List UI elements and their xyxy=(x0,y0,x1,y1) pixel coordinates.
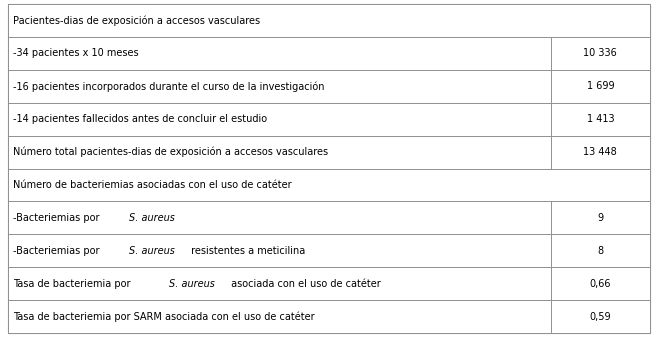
Bar xyxy=(551,300,650,333)
Text: 0,66: 0,66 xyxy=(590,279,611,288)
Text: -Bacteriemias por: -Bacteriemias por xyxy=(13,213,103,223)
Text: Tasa de bacteriemia por: Tasa de bacteriemia por xyxy=(13,279,134,288)
Text: -16 pacientes incorporados durante el curso de la investigación: -16 pacientes incorporados durante el cu… xyxy=(13,81,324,92)
Bar xyxy=(8,4,650,37)
Text: -14 pacientes fallecidos antes de concluir el estudio: -14 pacientes fallecidos antes de conclu… xyxy=(13,114,267,124)
Text: 1 413: 1 413 xyxy=(586,114,614,124)
Text: S. aureus: S. aureus xyxy=(169,279,215,288)
Bar xyxy=(551,70,650,103)
Text: S. aureus: S. aureus xyxy=(129,246,174,256)
Text: asociada con el uso de catéter: asociada con el uso de catéter xyxy=(228,279,381,288)
Bar xyxy=(8,168,650,202)
Text: 13 448: 13 448 xyxy=(584,147,617,157)
Bar xyxy=(551,234,650,267)
Text: -Bacteriemias por: -Bacteriemias por xyxy=(13,246,103,256)
Bar xyxy=(8,202,551,234)
Bar xyxy=(551,135,650,168)
Bar xyxy=(8,234,551,267)
Bar xyxy=(551,202,650,234)
Text: S. aureus: S. aureus xyxy=(129,213,174,223)
Bar xyxy=(8,267,551,300)
Text: resistentes a meticilina: resistentes a meticilina xyxy=(188,246,305,256)
Text: 8: 8 xyxy=(597,246,603,256)
Bar xyxy=(8,70,551,103)
Text: Tasa de bacteriemia por SARM asociada con el uso de catéter: Tasa de bacteriemia por SARM asociada co… xyxy=(13,311,315,322)
Text: Número de bacteriemias asociadas con el uso de catéter: Número de bacteriemias asociadas con el … xyxy=(13,180,291,190)
Bar xyxy=(8,103,551,135)
Bar xyxy=(8,135,551,168)
Text: 0,59: 0,59 xyxy=(590,311,611,321)
Bar xyxy=(551,267,650,300)
Text: 10 336: 10 336 xyxy=(584,49,617,58)
Text: 1 699: 1 699 xyxy=(586,81,614,91)
Text: -34 pacientes x 10 meses: -34 pacientes x 10 meses xyxy=(13,49,139,58)
Bar xyxy=(551,103,650,135)
Bar xyxy=(8,37,551,70)
Text: Número total pacientes-dias de exposición a accesos vasculares: Número total pacientes-dias de exposició… xyxy=(13,147,328,157)
Text: Pacientes-dias de exposición a accesos vasculares: Pacientes-dias de exposición a accesos v… xyxy=(13,15,261,26)
Bar xyxy=(8,300,551,333)
Bar xyxy=(551,37,650,70)
Text: 9: 9 xyxy=(597,213,603,223)
